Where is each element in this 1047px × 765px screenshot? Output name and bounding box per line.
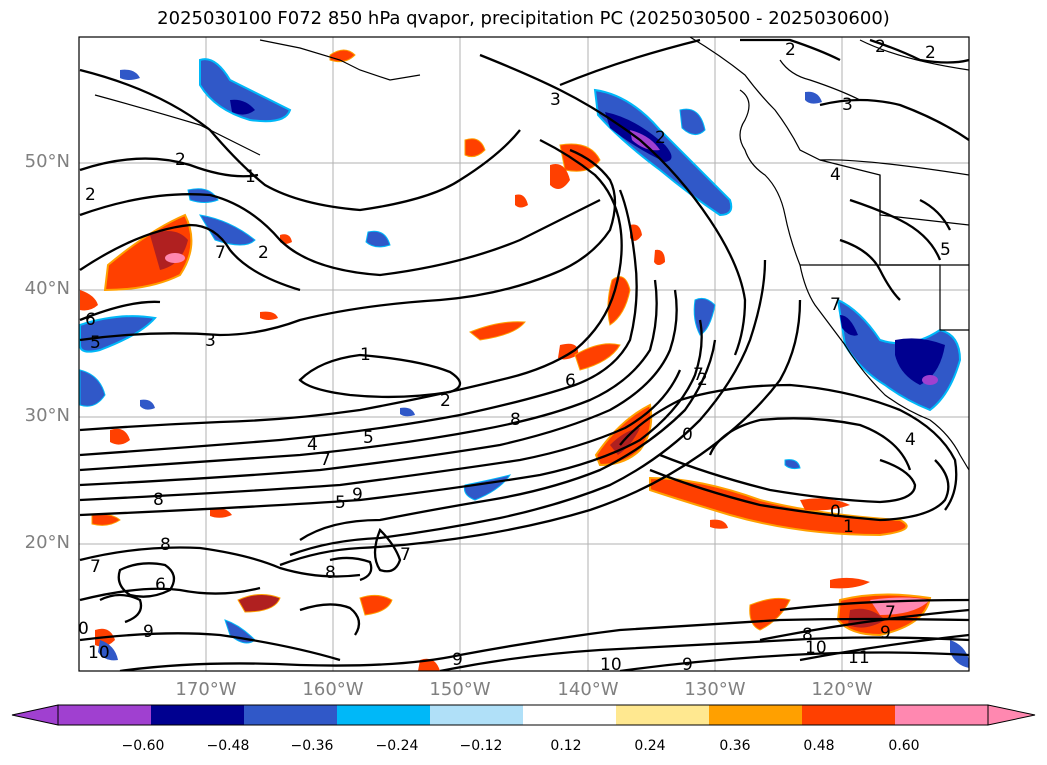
contour-label: 7 <box>693 365 704 385</box>
contour-label: 2 <box>175 150 186 170</box>
contour-label: 4 <box>905 430 916 450</box>
contour-label: 9 <box>452 650 463 670</box>
contour-label: 2 <box>697 370 708 390</box>
colorbar-frame <box>57 704 989 726</box>
contour-label: 9 <box>143 622 154 642</box>
lon-label-170w: 170°W <box>175 679 237 700</box>
contour-label: 5 <box>90 333 101 353</box>
colorbar-extend-high <box>987 704 1036 726</box>
colorbar-segment <box>58 705 152 725</box>
contour-label: 2 <box>85 185 96 205</box>
plot-area: 2 1 2 7 2 6 5 3 1 2 4 5 7 8 8 5 9 8 6 7 … <box>78 37 969 675</box>
contour-label: 2 <box>785 40 796 60</box>
contour-label: 6 <box>85 310 96 330</box>
contour-label: 7 <box>830 295 841 315</box>
colorbar-tick-label: −0.24 <box>375 738 419 754</box>
lat-label-40n: 40°N <box>24 278 70 299</box>
contour-label: 7 <box>885 603 896 623</box>
plot-frame <box>78 36 970 672</box>
contour-label: 7 <box>400 545 411 565</box>
colorbar-tick-label: −0.36 <box>290 738 334 754</box>
contour-label: 2 <box>440 391 451 411</box>
lon-label-140w: 140°W <box>557 679 619 700</box>
colorbar-segment <box>616 705 710 725</box>
contour-label: 2 <box>655 128 666 148</box>
colorbar-tick-label: 0.36 <box>719 738 751 754</box>
colorbar-segment <box>244 705 338 725</box>
contour-label: 2 <box>925 43 936 63</box>
contour-label: 9 <box>352 485 363 505</box>
contour-label: 5 <box>363 428 374 448</box>
lon-label-130w: 130°W <box>684 679 746 700</box>
map-title: 2025030100 F072 850 hPa qvapor, precipit… <box>157 8 890 29</box>
contour-label: 9 <box>880 623 891 643</box>
contour-label: 0 <box>830 502 841 522</box>
contour-label: 0 <box>682 425 693 445</box>
colorbar-tick-label: 0.24 <box>634 738 666 754</box>
contour-label: 1 <box>360 345 371 365</box>
contour-label: 2 <box>875 37 886 57</box>
contour-label: 8 <box>160 535 171 555</box>
contour-label: 6 <box>155 575 166 595</box>
lat-label-50n: 50°N <box>24 151 70 172</box>
colorbar-tick-label: 0.48 <box>803 738 835 754</box>
lon-label-120w: 120°W <box>811 679 873 700</box>
contour-label: 1 <box>843 517 854 537</box>
colorbar-extend-low <box>11 704 59 726</box>
colorbar-segment <box>523 705 617 725</box>
colorbar-tick-label: 0.60 <box>888 738 920 754</box>
contour-label: 11 <box>848 648 870 668</box>
precip-negative-fills <box>79 58 969 668</box>
contour-label: 6 <box>565 371 576 391</box>
contour-label: 8 <box>510 410 521 430</box>
contour-label: 7 <box>215 243 226 263</box>
contour-label: 10 <box>600 655 622 675</box>
contour-label: 8 <box>325 563 336 583</box>
contour-label: 4 <box>830 165 841 185</box>
colorbar-segment <box>802 705 896 725</box>
contour-label: 10 <box>88 643 110 663</box>
contour-label: 7 <box>320 450 331 470</box>
colorbar-tick-label: −0.12 <box>459 738 503 754</box>
colorbar-segment <box>709 705 803 725</box>
contour-label: 7 <box>90 557 101 577</box>
contour-label: 0 <box>78 619 89 639</box>
colorbar-tick-label: 0.12 <box>550 738 582 754</box>
contour-label: 1 <box>245 167 256 187</box>
colorbar-segment <box>430 705 524 725</box>
contour-label: 8 <box>153 490 164 510</box>
coastlines <box>94 37 969 471</box>
colorbar-tick-label: −0.60 <box>121 738 165 754</box>
contour-label: 5 <box>335 493 346 513</box>
contour-label: 3 <box>205 331 216 351</box>
contour-label: 5 <box>940 240 951 260</box>
gridlines <box>79 37 969 671</box>
contour-label: 4 <box>307 435 318 455</box>
colorbar-segment <box>895 705 988 725</box>
colorbar-tick-label: −0.48 <box>206 738 250 754</box>
colorbar-segment <box>151 705 245 725</box>
contour-label: 2 <box>258 243 269 263</box>
contour-label: 9 <box>682 655 693 675</box>
lat-label-30n: 30°N <box>24 405 70 426</box>
contour-label: 10 <box>805 638 827 658</box>
lat-label-20n: 20°N <box>24 532 70 553</box>
lon-label-160w: 160°W <box>302 679 364 700</box>
contour-lines <box>79 38 969 671</box>
lon-label-150w: 150°W <box>429 679 491 700</box>
colorbar-segment <box>337 705 431 725</box>
colorbar <box>11 704 1036 726</box>
contour-labels: 2 1 2 7 2 6 5 3 1 2 4 5 7 8 8 5 9 8 6 7 … <box>78 37 951 675</box>
contour-label: 3 <box>842 95 853 115</box>
contour-label: 3 <box>550 90 561 110</box>
contour-label: 8 <box>802 625 813 645</box>
